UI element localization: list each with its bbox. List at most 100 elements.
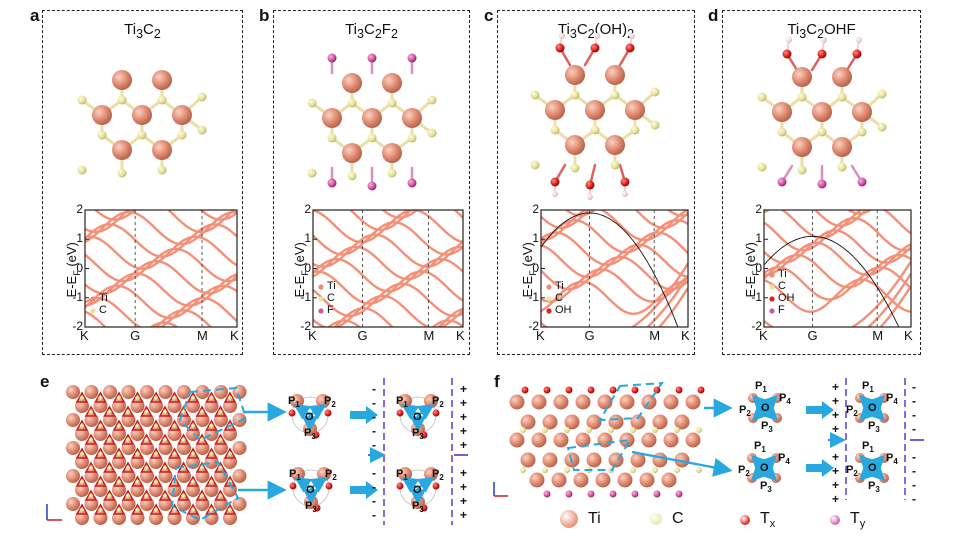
band-curve xyxy=(657,287,688,327)
band-curve xyxy=(93,210,237,221)
band-curve xyxy=(85,259,237,295)
carbon-atom xyxy=(757,92,767,102)
x-tick-label: G xyxy=(130,328,141,343)
titanium-atom xyxy=(382,73,402,93)
carbon-atom xyxy=(181,493,186,499)
oxygen-triangle xyxy=(84,433,98,445)
oxygen-triangle xyxy=(121,433,135,445)
y-tick-label: 0 xyxy=(304,260,311,275)
oxygen-atom xyxy=(625,43,635,53)
titanium-atom xyxy=(597,394,613,410)
carbon-atom xyxy=(209,423,214,429)
carbon-atom xyxy=(157,95,167,105)
y-axis-label: E-EF (eV) xyxy=(520,241,538,297)
oxygen-atom xyxy=(325,482,333,490)
p-label: P3 xyxy=(412,500,424,515)
titanium-atom xyxy=(832,67,852,87)
titanium-atom xyxy=(140,385,154,399)
minus-sign: - xyxy=(912,492,916,506)
titanium-atom xyxy=(84,385,99,399)
carbon-atom xyxy=(837,92,847,102)
band-curve xyxy=(541,218,688,254)
p-label: P3 xyxy=(304,427,316,442)
carbon-atom xyxy=(162,437,168,443)
carbon-atom xyxy=(542,427,548,433)
oxygen-triangle xyxy=(121,489,135,501)
band-curve xyxy=(879,285,911,327)
carbon-atom xyxy=(98,451,103,457)
x-tick-label: K xyxy=(536,328,545,343)
band-curve xyxy=(313,210,419,219)
legend-marker xyxy=(546,296,552,302)
oxygen-atom xyxy=(396,482,404,490)
carbon-atom xyxy=(652,427,658,433)
oxygen-triangle xyxy=(140,405,153,417)
titanium-atom xyxy=(625,100,645,120)
oxygen-triangle xyxy=(140,489,153,501)
carbon-atom xyxy=(209,451,214,457)
legend-item: Tx xyxy=(740,510,775,530)
y-axis-label: E-EF (eV) xyxy=(743,241,761,297)
oxygen-triangle xyxy=(94,475,107,487)
carbon-atom xyxy=(327,133,337,143)
fluorine-atom xyxy=(817,179,827,189)
hydrogen-atom xyxy=(594,33,600,39)
titanium-atom xyxy=(232,469,247,483)
titanium-atom xyxy=(685,432,701,448)
titanium-atom xyxy=(172,105,192,125)
carbon-atom xyxy=(88,465,94,471)
oxygen-atom xyxy=(631,386,639,394)
oxygen-triangle xyxy=(94,419,107,431)
legend-item: C xyxy=(650,510,684,528)
carbon-atom xyxy=(199,465,205,471)
legend-marker xyxy=(546,284,552,290)
carbon-atom xyxy=(227,451,233,457)
fluorine-atom xyxy=(407,178,417,188)
carbon-atom xyxy=(153,507,159,513)
titanium-atom xyxy=(232,441,247,455)
carbon-atom xyxy=(153,395,159,401)
legend-marker xyxy=(90,296,96,302)
dipole-arrow xyxy=(293,403,312,420)
carbon-atom xyxy=(153,451,159,457)
plus-sign: + xyxy=(460,424,468,438)
carbon-atom xyxy=(227,395,233,401)
y-axis-label: E-EF (eV) xyxy=(64,241,82,297)
p-label: P1 xyxy=(396,395,408,410)
titanium-atom xyxy=(565,65,585,85)
carbon-atom xyxy=(125,493,131,499)
band-curve xyxy=(564,210,688,217)
minus-sign: - xyxy=(372,396,376,410)
oxygen-atom xyxy=(550,177,560,187)
legend-dot xyxy=(830,515,840,526)
y-tick-label: -2 xyxy=(751,319,762,333)
hydrogen-atom xyxy=(856,37,862,43)
oxygen-triangle xyxy=(112,419,126,431)
titanium-atom xyxy=(575,394,591,410)
band-curve xyxy=(85,296,237,327)
band-curve xyxy=(85,210,236,234)
carbon-atom xyxy=(190,395,196,401)
y-tick-label: -1 xyxy=(528,289,539,304)
band-lines xyxy=(85,210,237,327)
minus-sign: - xyxy=(912,450,916,464)
oxygen-triangle xyxy=(131,503,144,515)
o-label: O xyxy=(413,484,422,496)
carbon-atom xyxy=(88,437,94,443)
oxygen-triangle xyxy=(195,433,209,445)
oxygen-triangle xyxy=(94,391,107,403)
oxygen-triangle xyxy=(214,405,227,417)
titanium-atom xyxy=(66,441,80,455)
titanium-atom xyxy=(232,413,247,427)
carbon-atom xyxy=(162,465,168,471)
titanium-atom xyxy=(322,108,342,128)
p-label: P4 xyxy=(779,392,791,407)
plus-sign: + xyxy=(460,410,468,424)
carbon-atom xyxy=(564,427,570,433)
band-curve xyxy=(541,210,688,230)
titanium-atom xyxy=(586,414,602,430)
titanium-atom xyxy=(531,394,547,410)
x-tick-label: K xyxy=(759,328,768,343)
titanium-atom xyxy=(177,385,191,399)
legend-item: Ty xyxy=(830,510,865,530)
